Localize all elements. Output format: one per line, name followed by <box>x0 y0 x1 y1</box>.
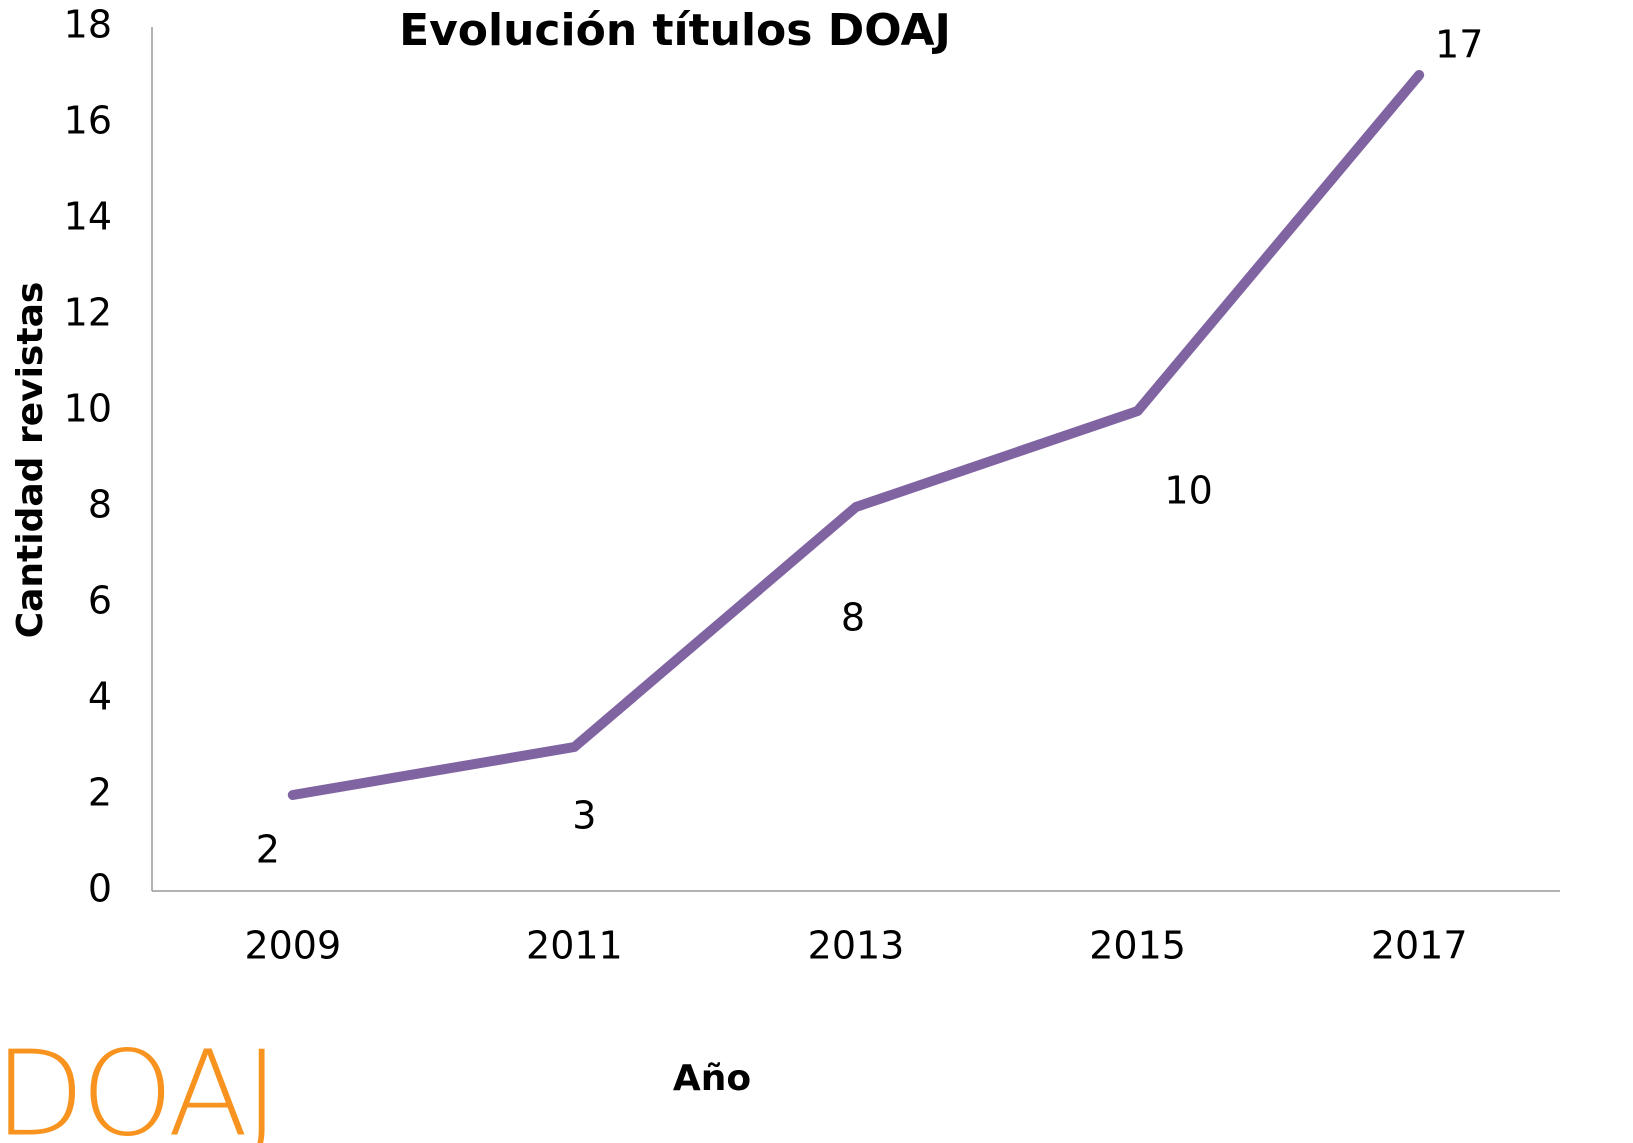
y-tick-label: 16 <box>64 99 112 143</box>
data-line <box>287 70 1425 800</box>
x-tick-label: 2009 <box>244 924 341 968</box>
y-tick-label: 6 <box>88 579 112 623</box>
data-label: 3 <box>572 794 596 838</box>
y-tick-label: 12 <box>64 291 112 335</box>
x-tick-label: 2015 <box>1089 924 1186 968</box>
y-tick-label: 18 <box>64 3 112 47</box>
x-axis-label: Año <box>673 1058 751 1099</box>
y-tick-label: 14 <box>64 195 112 239</box>
x-tick-label: 2011 <box>526 924 623 968</box>
x-tick-label: 2013 <box>808 924 905 968</box>
x-tick-label: 2017 <box>1371 924 1468 968</box>
logo: DOAJ <box>0 1024 275 1143</box>
y-tick-label: 4 <box>88 675 112 719</box>
data-label: 17 <box>1435 23 1483 67</box>
y-tick-label: 0 <box>88 867 112 911</box>
chart-title: Evolución títulos DOAJ <box>399 5 951 56</box>
y-axis-label: Cantidad revistas <box>10 282 51 639</box>
data-label: 2 <box>256 828 280 872</box>
data-label: 8 <box>841 596 865 640</box>
y-tick-label: 2 <box>88 771 112 815</box>
data-label: 10 <box>1164 469 1212 513</box>
y-tick-label: 8 <box>88 483 112 527</box>
y-tick-label: 10 <box>64 387 112 431</box>
